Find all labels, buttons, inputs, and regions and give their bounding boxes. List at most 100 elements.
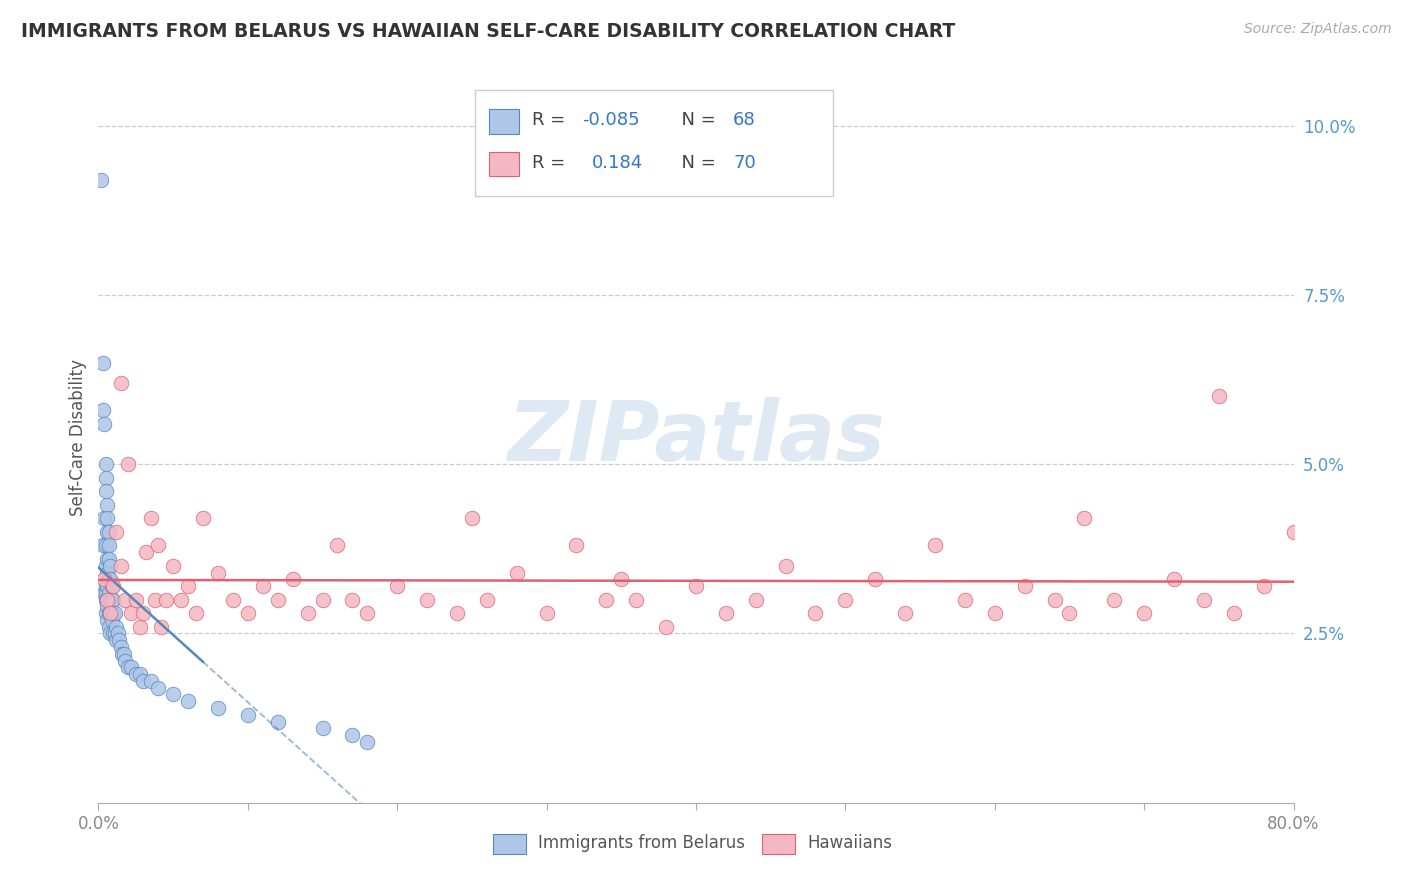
Point bbox=[834, 592, 856, 607]
Point bbox=[685, 579, 707, 593]
Point bbox=[191, 511, 214, 525]
Point bbox=[132, 606, 155, 620]
Point bbox=[865, 572, 887, 586]
Point bbox=[984, 606, 1007, 620]
Point bbox=[93, 572, 115, 586]
Point bbox=[104, 606, 127, 620]
Text: 0.184: 0.184 bbox=[592, 153, 644, 172]
Y-axis label: Self-Care Disability: Self-Care Disability bbox=[69, 359, 87, 516]
Text: N =: N = bbox=[669, 112, 721, 129]
Point bbox=[105, 524, 128, 539]
Point bbox=[953, 592, 976, 607]
Point bbox=[103, 606, 125, 620]
Point bbox=[97, 606, 120, 620]
Point bbox=[107, 626, 129, 640]
Point bbox=[94, 484, 117, 499]
Point bbox=[177, 579, 200, 593]
Point bbox=[745, 592, 768, 607]
Point bbox=[114, 592, 136, 607]
Point bbox=[129, 620, 152, 634]
Point bbox=[135, 545, 157, 559]
Point bbox=[125, 592, 148, 607]
Point bbox=[775, 558, 797, 573]
Point bbox=[1133, 606, 1156, 620]
Point bbox=[626, 592, 648, 607]
Point bbox=[252, 579, 274, 593]
Point bbox=[236, 707, 259, 722]
Point bbox=[111, 647, 134, 661]
Text: R =: R = bbox=[533, 153, 571, 172]
Point bbox=[91, 538, 114, 552]
Point bbox=[311, 721, 333, 735]
Point bbox=[1282, 524, 1305, 539]
Point bbox=[714, 606, 737, 620]
Point bbox=[91, 403, 114, 417]
Point bbox=[103, 579, 125, 593]
Point bbox=[139, 673, 162, 688]
Point bbox=[132, 673, 155, 688]
Point bbox=[97, 572, 120, 586]
Point bbox=[98, 592, 122, 607]
Point bbox=[103, 592, 125, 607]
Point bbox=[475, 592, 498, 607]
Point bbox=[1192, 592, 1215, 607]
FancyBboxPatch shape bbox=[489, 152, 519, 176]
Point bbox=[93, 511, 115, 525]
Point bbox=[96, 613, 118, 627]
Point bbox=[148, 681, 170, 695]
Point bbox=[155, 592, 177, 607]
Point bbox=[101, 613, 124, 627]
Point bbox=[506, 566, 529, 580]
Point bbox=[311, 592, 333, 607]
Point bbox=[1163, 572, 1185, 586]
FancyBboxPatch shape bbox=[762, 833, 796, 854]
Point bbox=[97, 524, 120, 539]
Point bbox=[90, 172, 112, 186]
Point bbox=[1253, 579, 1275, 593]
Point bbox=[150, 620, 173, 634]
FancyBboxPatch shape bbox=[494, 833, 526, 854]
Point bbox=[1059, 606, 1081, 620]
Point bbox=[177, 694, 200, 708]
FancyBboxPatch shape bbox=[475, 90, 834, 195]
Text: R =: R = bbox=[533, 112, 571, 129]
Point bbox=[536, 606, 558, 620]
Point bbox=[94, 579, 117, 593]
Point bbox=[97, 538, 120, 552]
Point bbox=[96, 511, 118, 525]
Point bbox=[94, 606, 117, 620]
Point bbox=[267, 714, 290, 729]
Point bbox=[169, 592, 191, 607]
Point bbox=[97, 586, 120, 600]
Point bbox=[385, 579, 409, 593]
Point bbox=[96, 599, 118, 614]
Point bbox=[461, 511, 484, 525]
Point bbox=[129, 667, 152, 681]
Point bbox=[98, 606, 122, 620]
Point bbox=[96, 498, 118, 512]
Point bbox=[184, 606, 207, 620]
Point bbox=[96, 552, 118, 566]
Point bbox=[125, 667, 148, 681]
Point bbox=[110, 376, 132, 390]
Point bbox=[94, 558, 117, 573]
Point bbox=[207, 566, 229, 580]
Text: 68: 68 bbox=[733, 112, 756, 129]
Point bbox=[94, 471, 117, 485]
Point bbox=[924, 538, 946, 552]
Point bbox=[148, 538, 170, 552]
Point bbox=[207, 701, 229, 715]
Point bbox=[342, 728, 364, 742]
Point bbox=[297, 606, 319, 620]
Point bbox=[96, 524, 118, 539]
Text: 70: 70 bbox=[733, 153, 756, 172]
Point bbox=[93, 586, 115, 600]
Point bbox=[356, 735, 378, 749]
Point bbox=[98, 606, 122, 620]
Point bbox=[112, 647, 135, 661]
Point bbox=[98, 626, 122, 640]
Point bbox=[236, 606, 259, 620]
Point bbox=[110, 558, 132, 573]
Point bbox=[1104, 592, 1126, 607]
Point bbox=[446, 606, 468, 620]
